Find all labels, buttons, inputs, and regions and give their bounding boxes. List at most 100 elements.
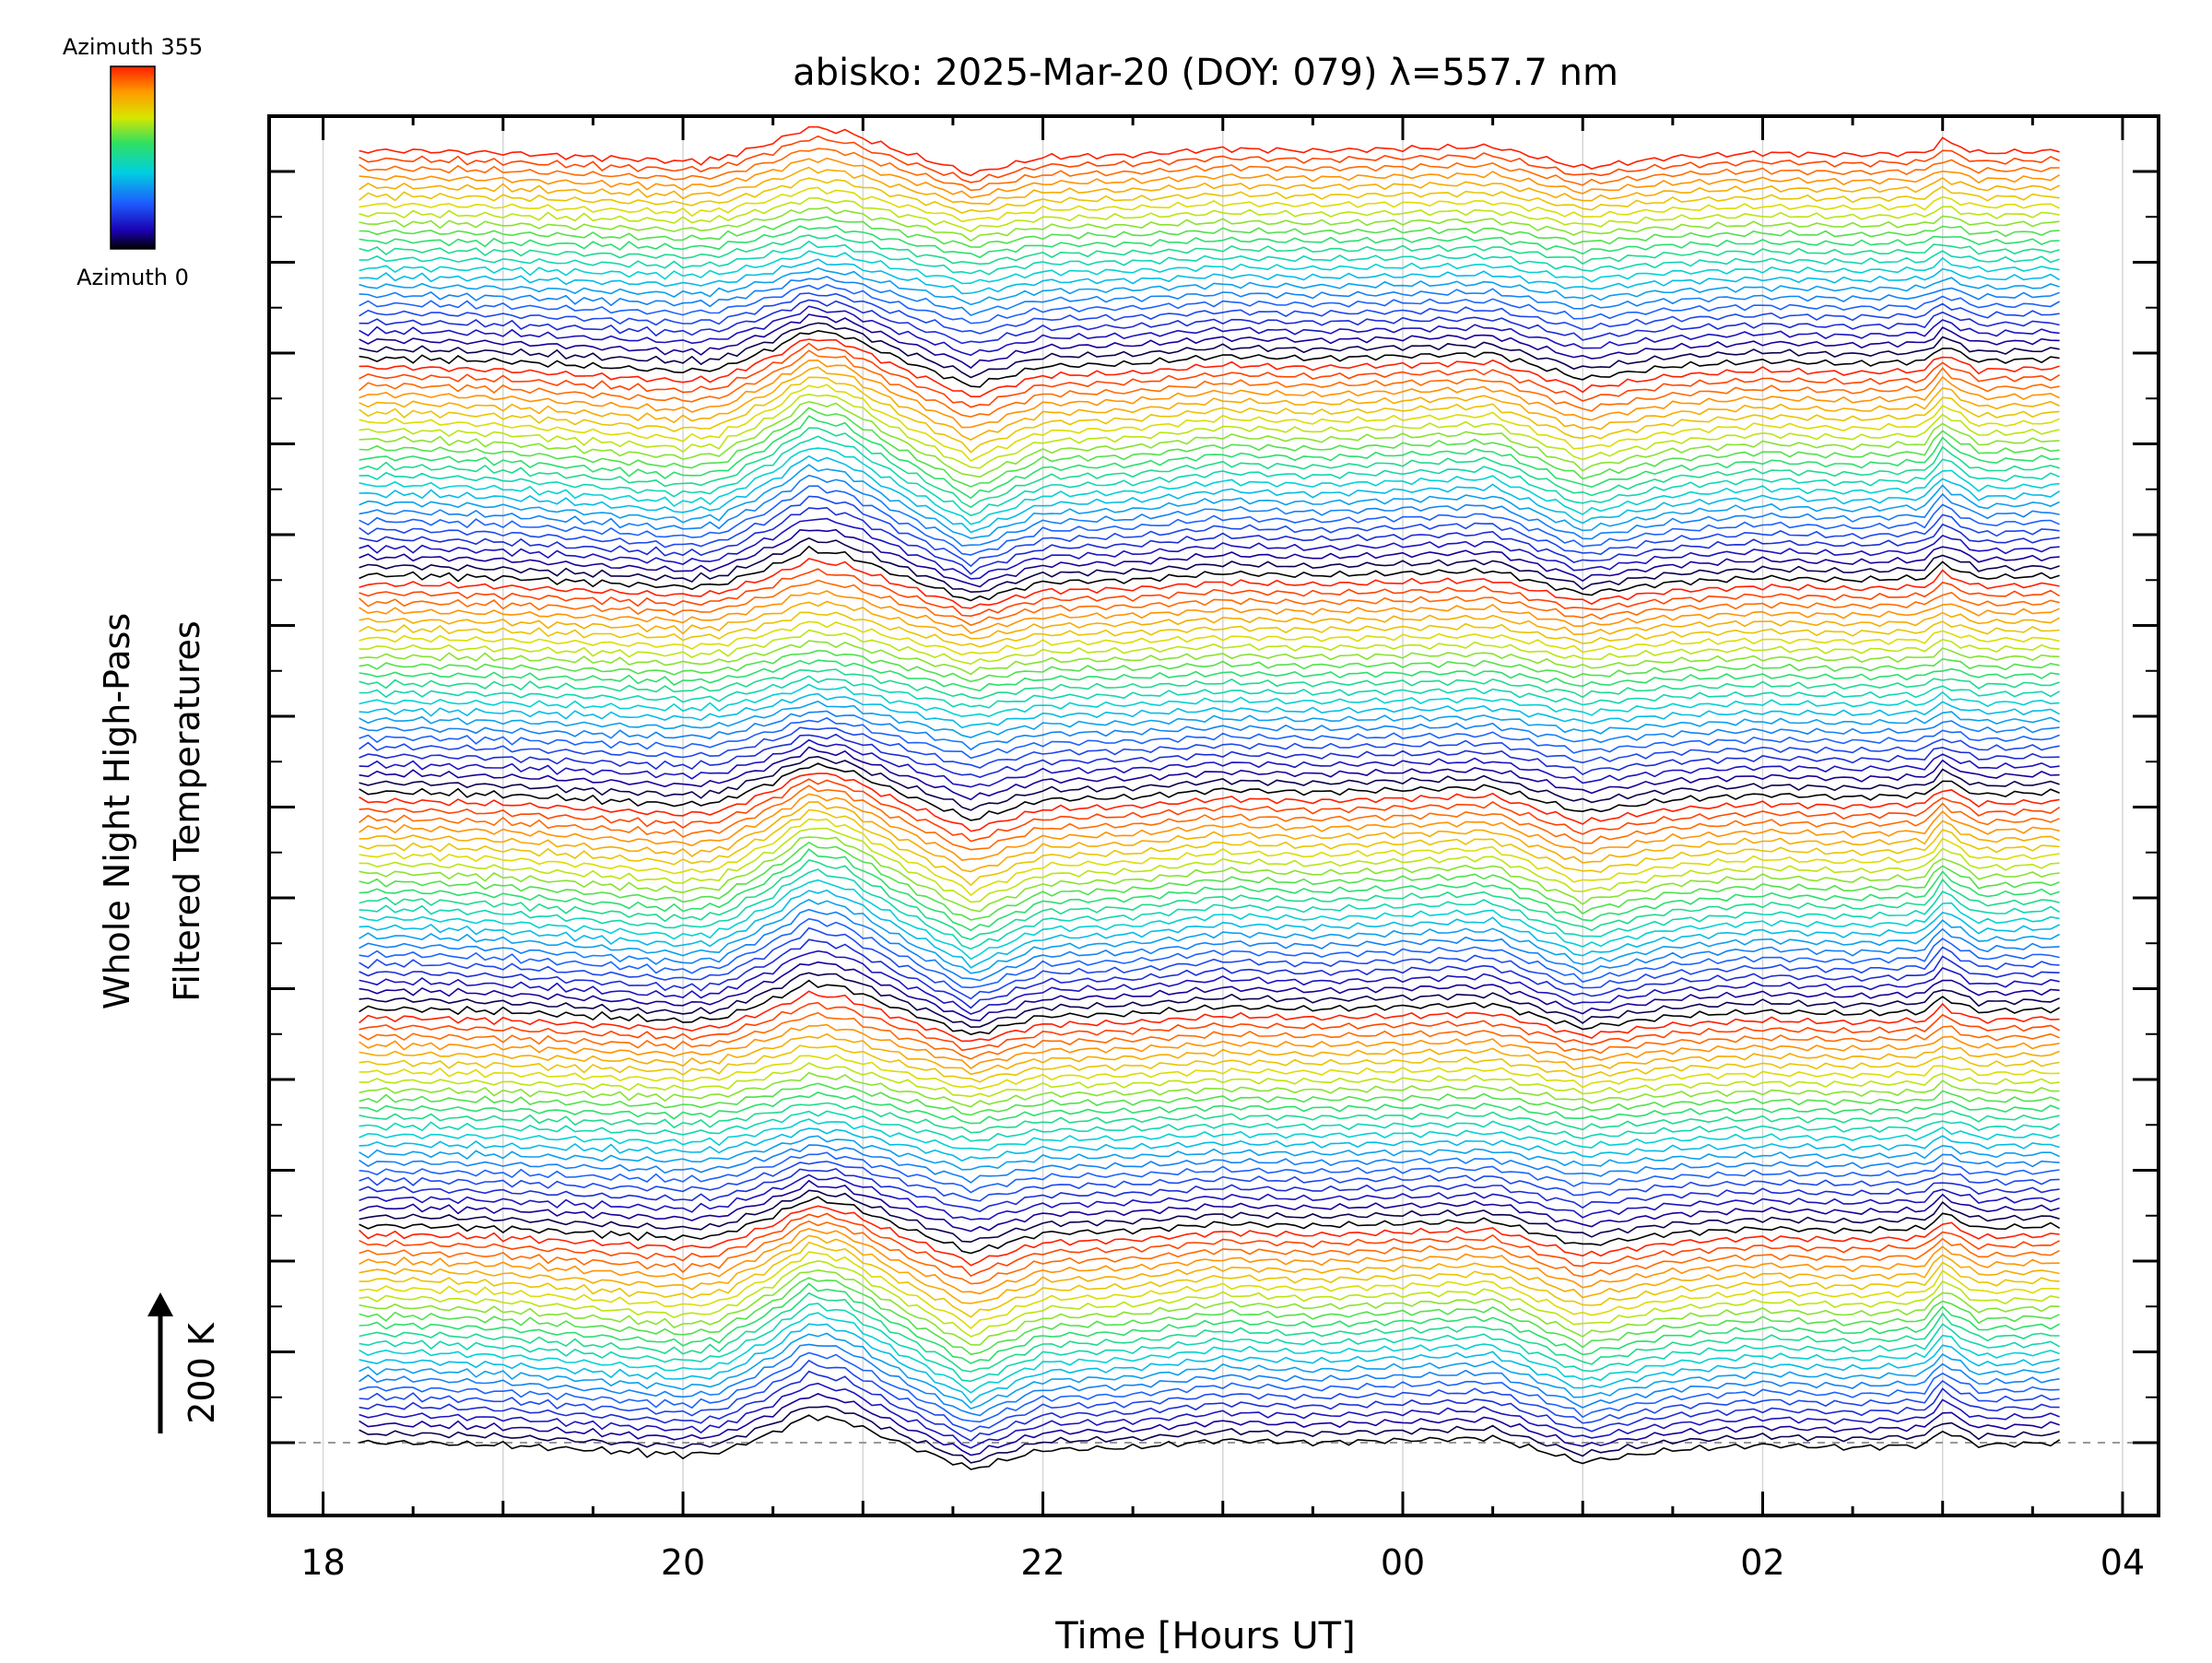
temperature-trace bbox=[359, 1091, 2060, 1125]
temperature-trace bbox=[359, 899, 2060, 974]
temperature-trace bbox=[359, 1282, 2060, 1364]
temperature-trace bbox=[359, 1405, 2060, 1464]
temperature-trace bbox=[359, 1343, 2060, 1417]
temperature-trace bbox=[359, 537, 2060, 594]
temperature-trace bbox=[359, 400, 2060, 478]
temperature-trace bbox=[359, 1312, 2060, 1394]
temperature-trace bbox=[359, 1323, 2060, 1404]
temperature-trace bbox=[359, 283, 2060, 324]
temperature-trace bbox=[359, 1205, 2060, 1267]
temperature-trace bbox=[359, 889, 2060, 969]
temperature-trace bbox=[359, 329, 2060, 388]
temperature-trace bbox=[359, 738, 2060, 788]
temperature-trace bbox=[359, 1414, 2061, 1470]
temperature-trace bbox=[359, 292, 2060, 335]
trace-series bbox=[359, 125, 2061, 1470]
temperature-trace bbox=[359, 506, 2060, 575]
temperature-trace bbox=[359, 1118, 2060, 1151]
temperature-trace bbox=[359, 784, 2060, 851]
temperature-trace bbox=[359, 972, 2060, 1029]
temperature-trace bbox=[359, 376, 2060, 454]
temperature-trace bbox=[359, 1179, 2060, 1233]
temperature-trace bbox=[359, 1054, 2060, 1091]
x-tick-label: 02 bbox=[1740, 1542, 1784, 1583]
colorbar-bottom-label: Azimuth 0 bbox=[76, 265, 189, 290]
temperature-trace bbox=[359, 240, 2060, 276]
temperature-trace bbox=[359, 827, 2060, 903]
temperature-trace bbox=[359, 225, 2060, 259]
temperature-trace bbox=[359, 1110, 2061, 1142]
temperature-trace bbox=[359, 383, 2060, 462]
x-tick-label: 00 bbox=[1381, 1542, 1425, 1583]
temperature-trace bbox=[359, 908, 2060, 982]
temperature-trace bbox=[359, 258, 2061, 295]
temperature-trace bbox=[359, 1220, 2060, 1285]
vertical-grid bbox=[322, 116, 2124, 1516]
temperature-trace bbox=[359, 1228, 2060, 1295]
temperature-trace bbox=[359, 675, 2061, 709]
temperature-trace bbox=[359, 1277, 2060, 1355]
temperature-trace bbox=[359, 762, 2060, 821]
temperature-trace bbox=[359, 1062, 2060, 1098]
temperature-trace bbox=[359, 1241, 2060, 1318]
temperature-trace bbox=[359, 961, 2060, 1022]
temperature-trace bbox=[359, 427, 2060, 509]
temperature-trace bbox=[359, 801, 2060, 873]
temperature-trace bbox=[359, 1071, 2060, 1108]
temperature-trace bbox=[359, 415, 2060, 500]
temperature-trace bbox=[359, 1135, 2060, 1171]
temperature-trace bbox=[359, 716, 2060, 760]
temperature-trace bbox=[359, 558, 2060, 609]
temperature-trace bbox=[359, 338, 2060, 397]
temperature-trace bbox=[359, 1144, 2060, 1184]
temperature-trace bbox=[359, 177, 2060, 214]
temperature-trace bbox=[359, 464, 2060, 539]
temperature-trace bbox=[359, 979, 2060, 1035]
temperature-trace bbox=[359, 545, 2060, 602]
temperature-trace bbox=[359, 206, 2060, 242]
temperature-trace bbox=[359, 135, 2060, 183]
temperature-trace bbox=[359, 322, 2060, 379]
temperature-trace bbox=[359, 495, 2060, 568]
azimuth-colorbar bbox=[110, 65, 156, 250]
temperature-trace bbox=[359, 949, 2060, 1015]
temperature-trace bbox=[359, 1023, 2060, 1070]
plot-frame bbox=[267, 114, 2160, 1517]
temperature-trace bbox=[359, 1196, 2061, 1255]
temperature-trace bbox=[359, 746, 2060, 801]
temperature-trace bbox=[359, 590, 2060, 634]
temperature-trace bbox=[359, 841, 2060, 921]
x-axis-label: Time [Hours UT] bbox=[1054, 1615, 1355, 1657]
temperature-trace bbox=[359, 848, 2060, 932]
temperature-trace bbox=[359, 1268, 2060, 1346]
temperature-trace bbox=[359, 1351, 2060, 1423]
temperature-trace bbox=[359, 313, 2060, 370]
x-tick-label: 22 bbox=[1020, 1542, 1065, 1583]
x-tick-label: 18 bbox=[300, 1542, 345, 1583]
temperature-trace bbox=[359, 360, 2060, 429]
chart-title: abisko: 2025-Mar-20 (DOY: 079) λ=557.7 n… bbox=[793, 52, 1618, 94]
temperature-trace bbox=[359, 1291, 2060, 1373]
temperature-trace bbox=[359, 186, 2060, 223]
temperature-trace bbox=[359, 1251, 2060, 1330]
temperature-trace bbox=[359, 579, 2060, 627]
temperature-trace bbox=[359, 1212, 2060, 1278]
temperature-trace bbox=[359, 250, 2060, 285]
temperature-trace bbox=[359, 1151, 2060, 1194]
temperature-trace bbox=[359, 157, 2061, 199]
temperature-trace bbox=[359, 216, 2060, 248]
temperature-trace bbox=[359, 517, 2060, 580]
temperature-trace bbox=[359, 305, 2060, 357]
temperature-trace bbox=[359, 1382, 2060, 1449]
temperature-trace bbox=[359, 568, 2061, 618]
temperature-trace bbox=[359, 620, 2060, 656]
temperature-trace bbox=[359, 629, 2060, 666]
temperature-trace bbox=[359, 859, 2060, 940]
temperature-trace bbox=[359, 938, 2060, 1009]
x-ticks bbox=[322, 116, 2124, 1516]
x-tick-label: 04 bbox=[2100, 1542, 2145, 1583]
temperature-trace bbox=[359, 1168, 2060, 1213]
temperature-trace bbox=[359, 649, 2060, 683]
